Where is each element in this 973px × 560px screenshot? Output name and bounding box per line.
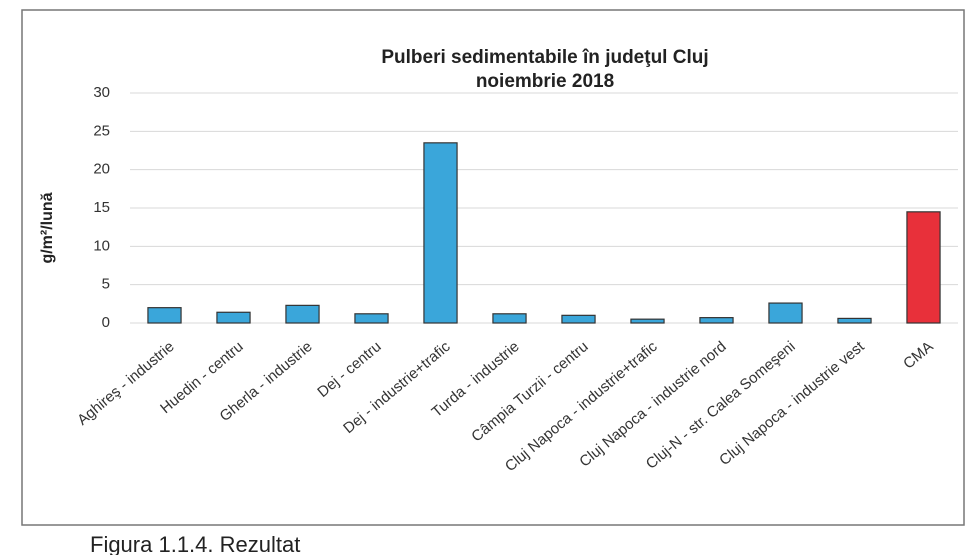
bar xyxy=(354,313,389,324)
bar xyxy=(285,304,320,324)
y-tick-label: 30 xyxy=(93,84,110,101)
chart-subtitle: noiembrie 2018 xyxy=(476,71,614,92)
bar xyxy=(216,311,251,324)
y-tick-label: 20 xyxy=(93,161,110,178)
y-tick-label: 5 xyxy=(102,276,110,293)
bar xyxy=(768,302,803,324)
y-axis-label: g/m²/lună xyxy=(39,192,56,263)
bar xyxy=(423,142,458,324)
y-tick-label: 10 xyxy=(93,237,110,254)
bar xyxy=(492,313,527,324)
bar xyxy=(561,314,596,324)
caption: Figura 1.1.4. Rezultat xyxy=(90,532,300,555)
y-tick-label: 25 xyxy=(93,122,110,139)
y-tick-label: 15 xyxy=(93,199,110,216)
bar xyxy=(906,211,941,324)
chart-frame xyxy=(21,9,965,526)
bar xyxy=(837,317,872,324)
bar xyxy=(699,317,734,324)
bar xyxy=(147,307,182,324)
bar xyxy=(630,318,665,324)
chart-title: Pulberi sedimentabile în judeţul Cluj xyxy=(381,47,708,68)
y-tick-label: 0 xyxy=(102,314,110,331)
